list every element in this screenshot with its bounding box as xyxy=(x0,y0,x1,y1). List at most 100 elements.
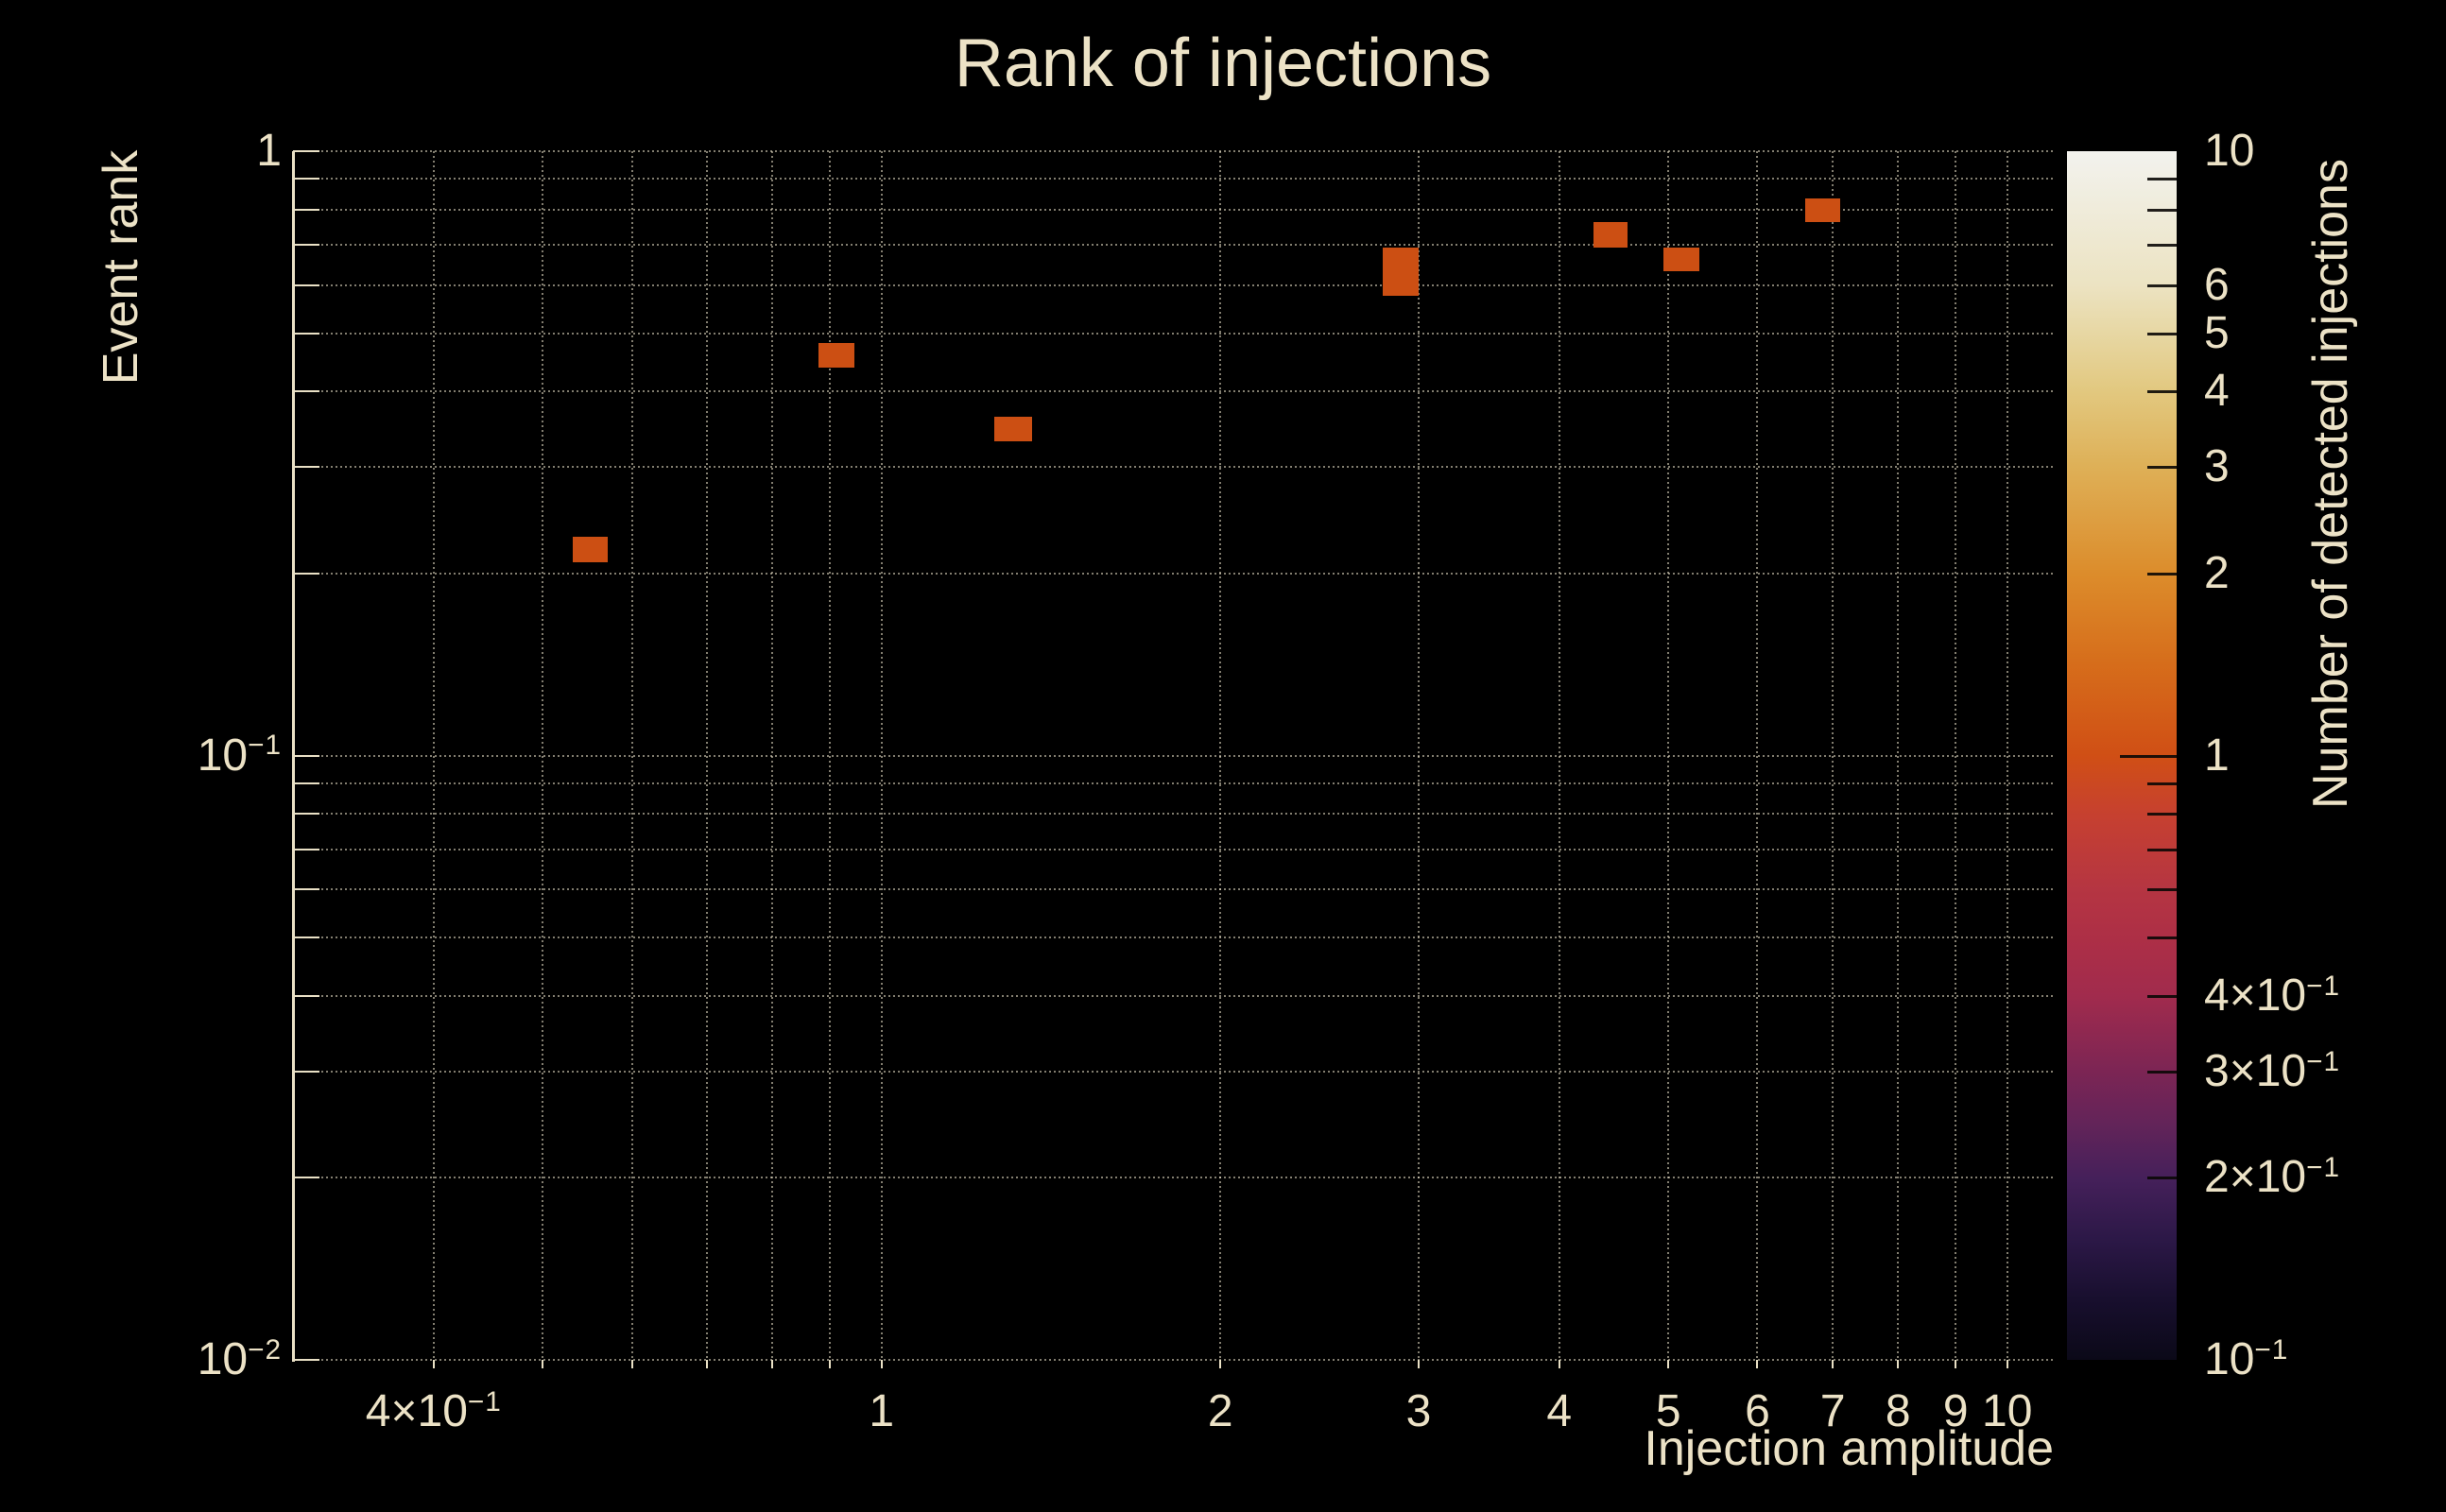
y-gridline xyxy=(293,208,2054,211)
y-tick xyxy=(293,178,319,180)
y-tick xyxy=(293,572,319,575)
y-tick xyxy=(293,848,319,850)
x-tick-label: 10 xyxy=(1981,1386,2033,1436)
heatmap-cell xyxy=(1805,198,1840,223)
x-tick xyxy=(1219,1360,1222,1368)
y-gridline xyxy=(293,390,2054,393)
colorbar-tick-label: 2 xyxy=(2204,547,2230,598)
x-tick xyxy=(829,1360,832,1368)
x-tick-label: 2 xyxy=(1207,1386,1233,1436)
y-tick xyxy=(293,888,319,891)
colorbar-tick-label: 4×10−1 xyxy=(2204,970,2341,1021)
heatmap-cell xyxy=(1662,247,1700,271)
x-tick xyxy=(1832,1360,1834,1368)
colorbar-tick xyxy=(2147,466,2177,470)
y-tick xyxy=(293,813,319,816)
y-tick xyxy=(293,208,319,211)
x-tick-label: 8 xyxy=(1885,1386,1911,1436)
heatmap-cell xyxy=(994,416,1032,442)
exponent: −1 xyxy=(248,730,282,762)
x-tick-label: 7 xyxy=(1819,1386,1846,1436)
y-tick xyxy=(293,332,319,335)
colorbar-tick xyxy=(2147,994,2177,998)
colorbar-tick xyxy=(2147,390,2177,394)
x-tick-label: 4×10−1 xyxy=(365,1385,502,1436)
x-tick-label: 4 xyxy=(1546,1386,1573,1436)
y-gridline xyxy=(293,848,2054,850)
y-tick-label: 1 xyxy=(256,126,282,176)
heatmap-cell xyxy=(818,343,854,369)
y-gridline xyxy=(293,150,2054,152)
colorbar-tick-label: 5 xyxy=(2204,307,2230,358)
y-tick xyxy=(293,1359,319,1361)
y-tick xyxy=(293,284,319,286)
colorbar-tick xyxy=(2147,208,2177,212)
y-gridline xyxy=(293,994,2054,997)
y-gridline xyxy=(293,1177,2054,1179)
colorbar-tick xyxy=(2147,284,2177,287)
heatmap-cell xyxy=(1593,222,1628,248)
x-tick xyxy=(1756,1360,1759,1368)
colorbar-tick xyxy=(2147,178,2177,181)
colorbar-tick xyxy=(2147,1177,2177,1180)
x-tick xyxy=(1558,1360,1560,1368)
x-tick xyxy=(1955,1360,1957,1368)
y-tick xyxy=(293,150,319,152)
exponent: −2 xyxy=(248,1333,282,1366)
x-tick xyxy=(880,1360,883,1368)
y-tick xyxy=(293,936,319,938)
colorbar-tick-label: 3×10−1 xyxy=(2204,1045,2341,1096)
colorbar-tick-label: 2×10−1 xyxy=(2204,1152,2341,1203)
colorbar-tick xyxy=(2147,244,2177,248)
colorbar-tick-label: 10−1 xyxy=(2204,1333,2289,1384)
x-tick xyxy=(1897,1360,1900,1368)
colorbar-tick-label: 6 xyxy=(2204,259,2230,310)
y-gridline xyxy=(293,782,2054,784)
heatmap-cell xyxy=(1383,270,1419,297)
colorbar-tick xyxy=(2147,1070,2177,1074)
y-gridline xyxy=(293,466,2054,469)
x-tick-label: 5 xyxy=(1655,1386,1681,1436)
x-tick-label: 6 xyxy=(1745,1386,1770,1436)
y-gridline xyxy=(293,178,2054,180)
x-tick xyxy=(432,1360,435,1368)
colorbar-tick xyxy=(2147,936,2177,939)
exponent: −1 xyxy=(2306,970,2341,1002)
heatmap-cell xyxy=(573,537,608,562)
colorbar-tick xyxy=(2147,782,2177,785)
colorbar-tick-label: 4 xyxy=(2204,366,2230,417)
x-tick xyxy=(771,1360,774,1368)
y-axis-title: Event rank xyxy=(94,149,148,386)
exponent: −1 xyxy=(2306,1045,2341,1077)
y-gridline xyxy=(293,936,2054,938)
y-tick xyxy=(293,466,319,469)
colorbar-tick xyxy=(2120,754,2177,758)
y-tick-label: 10−1 xyxy=(197,730,282,781)
x-tick xyxy=(630,1360,633,1368)
exponent: −1 xyxy=(2306,1152,2341,1184)
y-axis-spine xyxy=(292,151,295,1362)
colorbar-tick xyxy=(2147,332,2177,335)
x-tick xyxy=(706,1360,709,1368)
x-tick-label: 9 xyxy=(1942,1386,1969,1436)
x-tick-label: 1 xyxy=(869,1386,895,1436)
y-gridline xyxy=(293,888,2054,891)
x-tick xyxy=(2006,1360,2008,1368)
exponent: −1 xyxy=(467,1385,502,1418)
y-gridline xyxy=(293,244,2054,247)
colorbar-tick xyxy=(2147,572,2177,576)
y-tick xyxy=(293,994,319,997)
chart-title: Rank of injections xyxy=(954,26,1492,101)
y-gridline xyxy=(293,1070,2054,1073)
colorbar-tick-label: 1 xyxy=(2204,730,2230,781)
y-tick-label: 10−2 xyxy=(197,1333,282,1384)
y-tick xyxy=(293,244,319,247)
colorbar-tick-label: 3 xyxy=(2204,441,2230,492)
colorbar-tick-label: 10 xyxy=(2204,126,2255,176)
y-gridline xyxy=(293,332,2054,335)
x-tick xyxy=(1667,1360,1670,1368)
x-tick xyxy=(542,1360,544,1368)
x-axis-title: Injection amplitude xyxy=(1644,1421,2054,1476)
heatmap-cell xyxy=(1383,247,1419,271)
